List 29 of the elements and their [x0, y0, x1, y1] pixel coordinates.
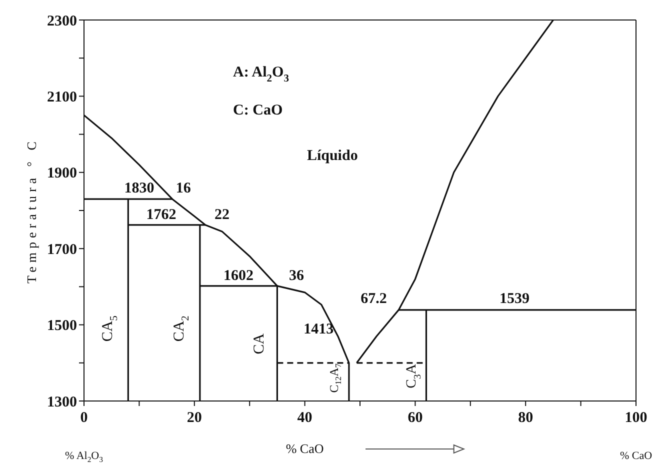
- text: % CaO: [620, 450, 652, 462]
- x-tick-label: 80: [518, 410, 534, 426]
- y-tick-label: 1900: [47, 166, 77, 182]
- annotation: 22: [214, 208, 230, 224]
- x-tick-label: 0: [80, 410, 88, 426]
- x-tick-label: 40: [297, 410, 312, 426]
- y-tick-label: 1300: [47, 394, 77, 410]
- annotation: 36: [289, 268, 305, 285]
- y-tick-label: 1500: [47, 318, 77, 334]
- annotation: 1539: [500, 291, 530, 308]
- y-tick-label: 2100: [47, 90, 77, 106]
- annotation: A: Al$_{2}$O$_{3}$: [233, 64, 289, 84]
- y-tick-label: 2300: [47, 13, 77, 30]
- y-tick-label: 1700: [47, 242, 77, 258]
- text: % Al$_{2}$O$_{3}$: [65, 450, 104, 465]
- annotation: Líquido: [306, 148, 358, 165]
- annotation: 1830: [124, 180, 154, 197]
- x-tick-label: 60: [408, 410, 423, 426]
- x-tick-label: 100: [624, 410, 648, 426]
- y-axis-title: Temperatura ° C: [24, 138, 39, 284]
- annotation: C: CaO: [233, 102, 283, 119]
- annotation: 67.2: [360, 291, 387, 308]
- annotation: 1413: [304, 322, 334, 338]
- x-tick-label: 20: [186, 410, 202, 426]
- x-axis-title: % CaO: [286, 441, 324, 456]
- annotation: 1762: [146, 208, 176, 224]
- annotation: 1602: [224, 268, 254, 285]
- annotation: CA: [252, 333, 268, 354]
- annotation: 16: [176, 180, 192, 197]
